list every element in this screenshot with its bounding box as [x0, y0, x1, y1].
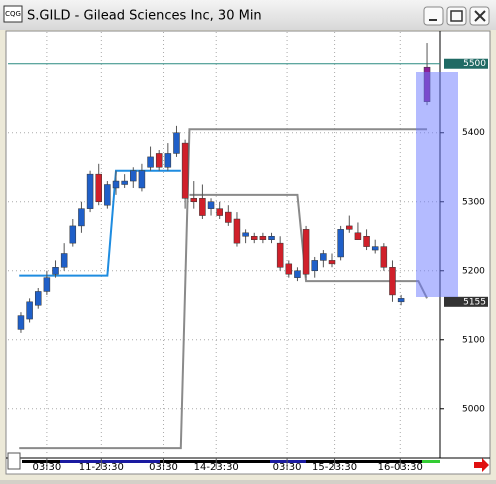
price-tag: [444, 58, 488, 69]
candle-body: [104, 184, 111, 206]
candle-body: [250, 236, 258, 240]
candle-body: [337, 229, 344, 258]
price-tag-label: 5155: [463, 297, 486, 307]
candle-body: [43, 277, 51, 292]
selection-highlight: [416, 72, 458, 297]
app-icon: [3, 5, 23, 23]
candle-body: [354, 232, 362, 240]
candle-body: [86, 173, 94, 209]
candle-body: [268, 236, 275, 240]
candle-body: [130, 170, 137, 182]
candle-body: [380, 246, 388, 268]
scroll-right-arrow[interactable]: [474, 458, 489, 472]
candle-body: [371, 246, 379, 251]
candle-body: [138, 170, 146, 189]
candle-body: [190, 198, 198, 203]
title-bar: [0, 0, 496, 30]
x-tick-label: 14-23:30: [194, 462, 239, 473]
candle-body: [199, 198, 206, 216]
candle-body: [389, 267, 396, 296]
x-tick-label: 15-23:30: [312, 462, 357, 473]
candle-body: [363, 236, 370, 247]
candle-body: [294, 270, 301, 278]
candle-body: [95, 173, 102, 203]
y-tick-label: 5000: [462, 404, 485, 414]
candle-body: [26, 301, 33, 320]
close-icon: [474, 10, 486, 22]
y-tick-label: 5100: [462, 335, 485, 345]
candle-body: [164, 153, 172, 168]
window-title: S.GILD - Gilead Sciences Inc, 30 Min: [27, 9, 262, 24]
candle-body: [78, 208, 85, 227]
candle-body: [233, 218, 241, 244]
y-tick-label: 5200: [462, 266, 485, 276]
candle-body: [285, 263, 293, 275]
x-tick-label: 16-03:30: [378, 462, 423, 473]
session-bar: [270, 460, 306, 463]
session-bar: [422, 460, 440, 463]
price-tag-label: 5500: [463, 59, 486, 69]
candle-body: [346, 225, 353, 230]
candle-body: [397, 298, 405, 303]
candle-body: [328, 260, 336, 265]
candle-body: [311, 260, 318, 272]
candle-body: [225, 211, 232, 223]
candle-body: [259, 236, 267, 240]
candle-body: [207, 201, 215, 209]
maximize-button[interactable]: [446, 6, 467, 26]
candle-body: [155, 153, 163, 168]
minimize-button[interactable]: [423, 6, 444, 26]
y-tick-label: 5400: [462, 128, 485, 138]
candle-body: [173, 132, 180, 154]
session-bar: [60, 460, 160, 463]
x-tick-label: 03:30: [149, 462, 178, 473]
candle-body: [276, 242, 284, 268]
icon-text: CQG: [5, 10, 21, 18]
maximize-icon: [450, 10, 463, 22]
y-tick-label: 5300: [462, 197, 485, 207]
x-tick-label: 03:30: [32, 462, 61, 473]
x-tick-label: 03:30: [273, 462, 302, 473]
candle-body: [34, 291, 42, 306]
indicator-line: [19, 169, 181, 277]
indicator-line: [19, 128, 428, 450]
candle-body: [320, 253, 327, 261]
session-bar: [22, 460, 440, 463]
candle-body: [242, 232, 249, 237]
candle-body: [69, 225, 77, 244]
candle-body: [181, 142, 189, 199]
candle-body: [52, 267, 59, 275]
candle-body: [121, 180, 128, 185]
candle-body: [302, 229, 310, 275]
chart-area: [5, 30, 491, 475]
candle-body: [60, 253, 68, 268]
x-tick-label: 11-23:30: [79, 462, 124, 473]
candle-body: [17, 315, 25, 330]
scroll-box[interactable]: [7, 452, 21, 470]
price-tag: [444, 296, 488, 307]
candle-body: [112, 180, 120, 189]
candle-body: [216, 208, 223, 216]
candle-body: [147, 156, 154, 168]
